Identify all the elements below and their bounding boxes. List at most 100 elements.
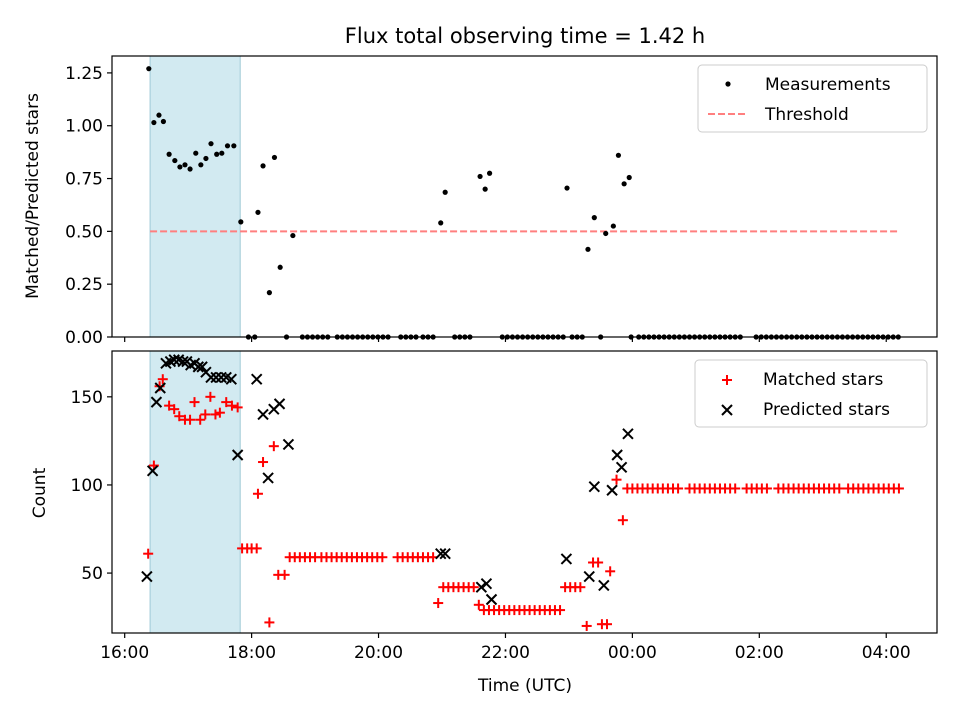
measurement-point	[277, 264, 283, 270]
matched-star-point	[473, 599, 484, 610]
predicted-star-point	[615, 461, 628, 474]
bottom-panel-frame	[111, 350, 938, 634]
legend-matched-symbol	[722, 375, 732, 385]
predicted-star-point	[475, 581, 488, 593]
predicted-star-point	[439, 547, 451, 560]
predicted-star-point	[177, 355, 189, 368]
measurement-point	[615, 152, 622, 158]
predicted-star-point	[282, 438, 295, 451]
top-y-axis-label: Matched/Predicted stars	[23, 93, 43, 299]
matched-star-point	[143, 548, 154, 559]
y-tick-label: 0.50	[65, 222, 103, 242]
legend-measurements-marker	[725, 81, 731, 87]
predicted-star-point	[583, 570, 595, 583]
predicted-star-point	[480, 577, 493, 590]
matched-star-point	[185, 414, 196, 425]
measurement-point	[187, 166, 193, 172]
matched-star-point	[673, 483, 684, 494]
measurement-point	[160, 118, 167, 125]
predicted-star-point	[146, 465, 159, 477]
matched-star-point	[258, 457, 269, 468]
measurement-point	[564, 185, 570, 191]
x-axis-label: Time (UTC)	[477, 676, 572, 696]
measurement-point	[438, 220, 444, 226]
matched-star-point	[195, 414, 206, 425]
predicted-star-point	[231, 449, 244, 461]
legend-matched-marker	[722, 375, 732, 385]
predicted-star-point	[622, 428, 634, 440]
matched-star-point	[252, 488, 263, 499]
x-tick-label: 22:00	[481, 643, 530, 663]
legend-predicted-marker	[721, 404, 733, 416]
top-legend-box	[697, 64, 928, 133]
measurement-point	[585, 246, 591, 252]
matched-star-point	[205, 391, 216, 402]
y-tick-label: 100	[71, 476, 103, 496]
top-legend: Measurements Threshold	[697, 64, 928, 133]
predicted-star-point	[485, 593, 498, 606]
measurement-point	[151, 119, 157, 126]
measurement-point	[219, 150, 225, 156]
measurement-point	[603, 230, 609, 237]
y-tick-label: 0.00	[65, 328, 103, 348]
matched-star-point	[730, 483, 741, 494]
y-tick-label: 1.00	[65, 117, 103, 137]
chart-title: Flux total observing time = 1.42 h	[345, 24, 705, 48]
matched-star-point	[602, 619, 612, 630]
matched-star-point	[189, 397, 200, 408]
x-tick-label: 00:00	[608, 643, 657, 663]
measurement-point	[224, 143, 231, 149]
measurement-point	[231, 143, 237, 149]
predicted-star-point	[257, 408, 269, 421]
matched-star-point	[210, 409, 221, 420]
top-panel: 0.00 0.25 0.50 0.75 1.00 1.25 Matched/Predict…	[23, 55, 938, 348]
predicted-star-point	[196, 361, 208, 373]
x-tick-label: 18:00	[227, 643, 276, 663]
measurement-point	[166, 151, 172, 157]
measurement-point	[214, 151, 220, 157]
matched-star-point	[893, 483, 904, 494]
matched-star-point	[279, 569, 290, 580]
measurement-point	[198, 162, 204, 168]
y-tick-label: 1.25	[65, 64, 103, 84]
matched-star-point	[226, 400, 237, 411]
matched-star-point	[377, 552, 388, 563]
predicted-star-point	[273, 398, 286, 410]
matched-star-point	[264, 617, 275, 628]
matched-star-point	[214, 407, 225, 418]
top-x-ticks	[124, 337, 887, 342]
measurement-point	[271, 154, 278, 161]
matched-star-point	[834, 483, 845, 494]
matched-star-point	[593, 557, 604, 568]
predicted-star-point	[435, 547, 447, 560]
predicted-star-point	[598, 579, 610, 592]
predicted-star-point	[262, 472, 274, 484]
matched-star-point	[468, 582, 479, 593]
matched-star-point	[575, 582, 586, 593]
bottom-panel: 16:00 18:00 20:00 22:00 00:00 02:00 04:00 50 10…	[30, 350, 938, 696]
measurement-point	[172, 157, 178, 164]
matched-star-point	[605, 566, 616, 577]
predicted-star-point	[141, 570, 153, 583]
measurement-point	[208, 141, 214, 147]
measurement-point	[626, 174, 632, 181]
measurement-point	[266, 290, 272, 296]
predicted-star-point	[154, 382, 166, 394]
predicted-star-point	[205, 371, 217, 384]
measurement-point	[610, 223, 616, 229]
bottom-shaded-span	[149, 350, 241, 634]
matched-star-point	[268, 441, 279, 452]
measurement-point	[255, 209, 261, 215]
measurement-point	[260, 163, 266, 169]
x-tick-label: 04:00	[862, 643, 911, 663]
matched-star-point	[251, 543, 262, 554]
measurement-point	[442, 189, 448, 195]
measurement-point	[238, 219, 244, 225]
predicted-star-point	[168, 354, 180, 366]
matched-star-point	[221, 397, 232, 408]
matched-star-point	[164, 400, 175, 411]
predicted-star-point	[210, 371, 222, 384]
predicted-star-point	[588, 481, 601, 493]
top-shaded-span	[149, 55, 241, 338]
